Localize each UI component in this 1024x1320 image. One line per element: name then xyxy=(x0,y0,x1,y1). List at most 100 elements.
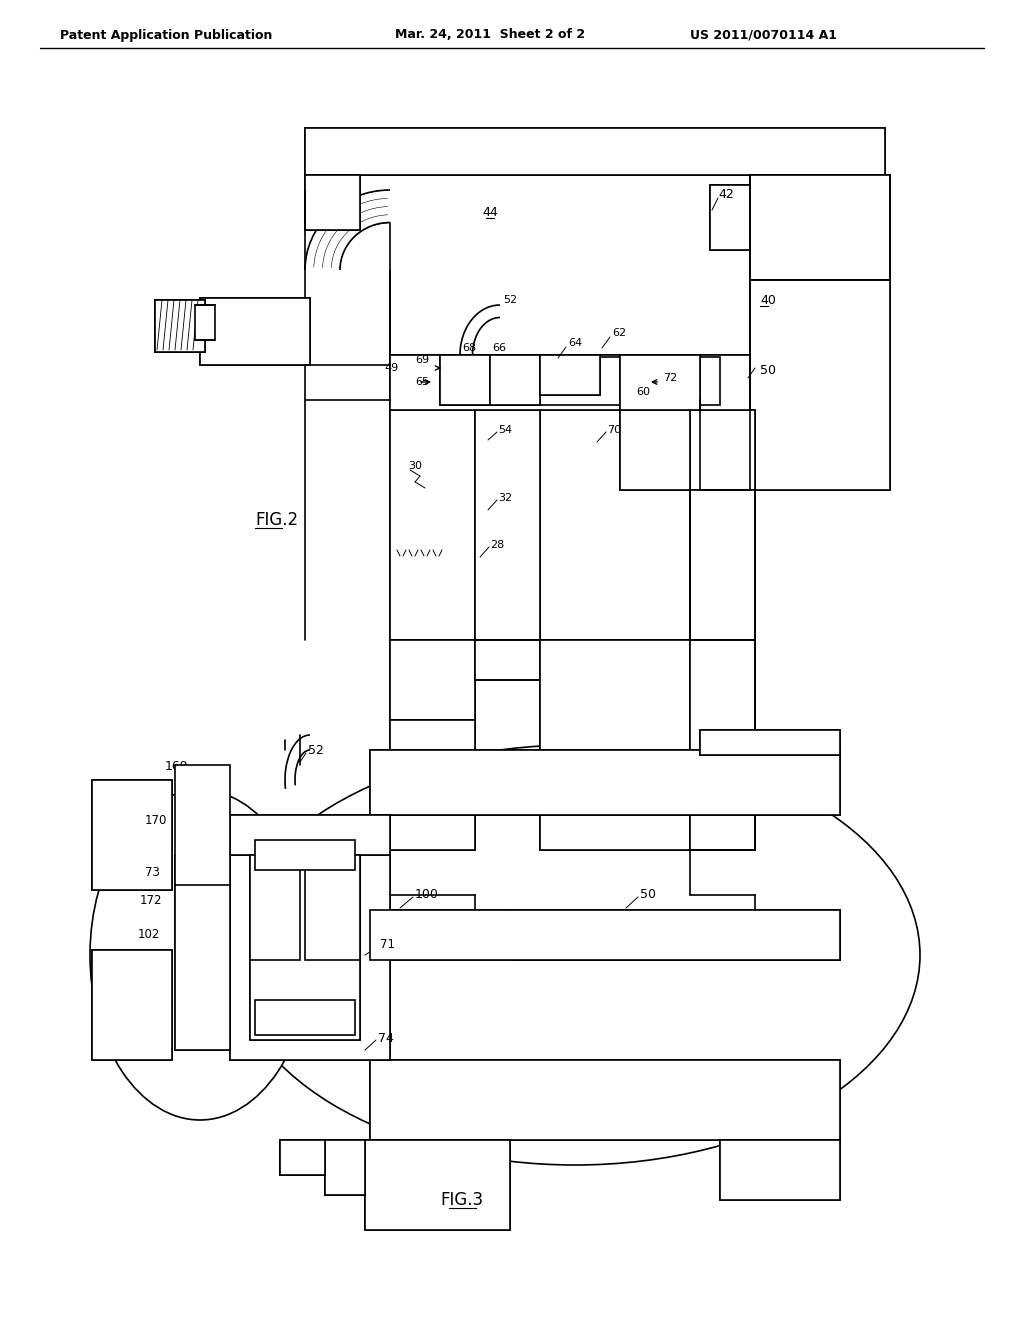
Text: 28: 28 xyxy=(490,540,504,550)
Bar xyxy=(155,300,205,352)
Bar xyxy=(710,185,750,249)
Bar xyxy=(440,355,490,405)
Text: 64: 64 xyxy=(568,338,582,348)
Bar xyxy=(305,128,885,176)
Text: 32: 32 xyxy=(498,492,512,503)
Bar xyxy=(710,185,750,249)
Bar xyxy=(250,855,300,960)
Text: 60: 60 xyxy=(636,387,650,397)
Bar xyxy=(255,840,355,870)
Text: 68: 68 xyxy=(462,343,476,352)
Bar xyxy=(700,381,750,400)
Bar xyxy=(230,814,390,855)
Text: 66: 66 xyxy=(492,343,506,352)
Bar xyxy=(390,355,750,411)
Bar xyxy=(255,1001,355,1035)
Bar xyxy=(200,298,310,366)
Bar xyxy=(175,855,230,1049)
Bar xyxy=(690,640,755,850)
Bar xyxy=(390,719,475,850)
Text: 65: 65 xyxy=(415,378,429,387)
Bar xyxy=(475,360,540,640)
Bar xyxy=(370,750,840,814)
Bar xyxy=(540,640,690,850)
Text: US 2011/0070114 A1: US 2011/0070114 A1 xyxy=(690,29,837,41)
Bar xyxy=(690,640,755,850)
Bar xyxy=(230,845,390,1060)
Bar xyxy=(690,490,755,640)
Ellipse shape xyxy=(90,789,310,1119)
Text: FIG.2: FIG.2 xyxy=(255,511,298,529)
Bar xyxy=(720,1140,840,1200)
Bar xyxy=(250,855,360,1040)
Text: Mar. 24, 2011  Sheet 2 of 2: Mar. 24, 2011 Sheet 2 of 2 xyxy=(395,29,585,41)
Text: 72: 72 xyxy=(663,374,677,383)
Text: 169: 169 xyxy=(165,759,188,772)
Bar xyxy=(390,719,475,850)
Bar xyxy=(365,1140,510,1230)
Bar xyxy=(280,1140,325,1175)
Bar xyxy=(325,1140,365,1195)
Bar xyxy=(700,730,840,755)
Bar xyxy=(750,280,890,490)
Bar xyxy=(92,950,172,1060)
Text: 49: 49 xyxy=(384,363,398,374)
Bar xyxy=(540,355,600,395)
Text: 172: 172 xyxy=(140,894,163,907)
Bar xyxy=(390,411,755,640)
Bar xyxy=(390,640,475,719)
Bar xyxy=(195,305,215,341)
Bar xyxy=(620,355,700,411)
Bar xyxy=(540,640,620,680)
Text: 50: 50 xyxy=(760,363,776,376)
Bar xyxy=(475,640,540,680)
Bar xyxy=(370,1060,840,1140)
Text: 74: 74 xyxy=(378,1031,394,1044)
Text: 40: 40 xyxy=(760,293,776,306)
Bar xyxy=(490,355,540,405)
Text: 44: 44 xyxy=(482,206,498,219)
Text: 170: 170 xyxy=(145,813,167,826)
Bar xyxy=(390,355,750,411)
Bar xyxy=(750,280,890,490)
Text: 70: 70 xyxy=(607,425,622,436)
Bar xyxy=(305,855,360,960)
Text: 30: 30 xyxy=(408,461,422,471)
Bar xyxy=(92,780,172,890)
Text: 42: 42 xyxy=(718,189,734,202)
Bar xyxy=(92,780,172,890)
Bar xyxy=(390,640,475,719)
Bar xyxy=(490,355,540,405)
Text: 71: 71 xyxy=(380,939,395,952)
Bar xyxy=(305,128,885,176)
Bar xyxy=(540,640,690,850)
Bar xyxy=(700,381,750,400)
Bar xyxy=(305,176,360,230)
Bar xyxy=(510,909,840,960)
Bar xyxy=(255,840,355,870)
Bar xyxy=(230,814,390,855)
Bar xyxy=(92,950,172,1060)
Bar xyxy=(620,355,700,411)
Bar xyxy=(700,730,840,755)
Bar xyxy=(250,855,300,960)
Text: 52: 52 xyxy=(308,743,324,756)
Bar xyxy=(510,909,840,960)
Bar xyxy=(305,176,360,230)
Ellipse shape xyxy=(230,744,920,1166)
Bar xyxy=(280,1140,325,1175)
Bar xyxy=(620,360,690,490)
Bar xyxy=(720,1140,840,1200)
Bar xyxy=(540,640,620,680)
Bar xyxy=(475,360,540,640)
Bar xyxy=(175,855,230,1049)
Text: 102: 102 xyxy=(138,928,161,941)
Bar xyxy=(475,360,540,640)
Bar xyxy=(230,845,390,1060)
Bar xyxy=(750,176,890,280)
Text: 69: 69 xyxy=(415,355,429,366)
Bar xyxy=(370,909,840,960)
Bar xyxy=(280,1140,325,1175)
Bar xyxy=(370,1060,840,1140)
Bar xyxy=(155,300,205,352)
